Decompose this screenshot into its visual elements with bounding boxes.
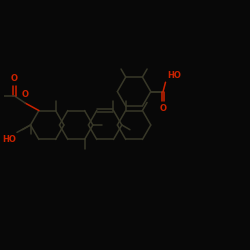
Text: O: O xyxy=(160,104,166,113)
Text: HO: HO xyxy=(167,71,181,80)
Text: O: O xyxy=(11,74,18,84)
Text: O: O xyxy=(22,90,29,100)
Text: HO: HO xyxy=(2,135,16,144)
